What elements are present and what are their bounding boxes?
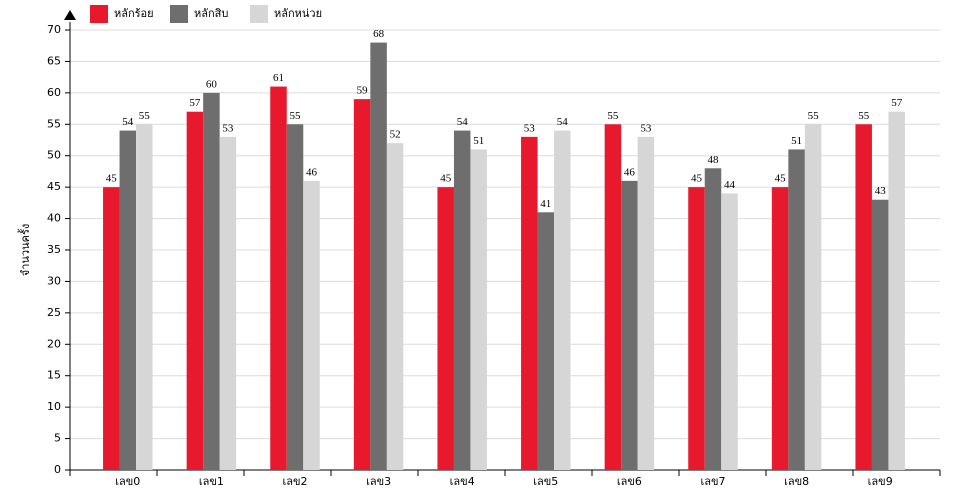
- value-label: 52: [390, 129, 401, 141]
- value-label: 45: [440, 173, 452, 185]
- bar: [621, 180, 638, 470]
- legend-label: หลักร้อย: [114, 7, 154, 20]
- x-tick-label: เลข1: [199, 475, 224, 488]
- value-label: 54: [457, 116, 469, 128]
- bar: [704, 168, 722, 471]
- value-label: 53: [222, 122, 234, 134]
- value-label: 51: [473, 135, 484, 147]
- legend-swatch: [170, 5, 188, 23]
- x-tick-label: เลข5: [533, 475, 558, 488]
- bar: [688, 187, 705, 470]
- bar: [554, 130, 571, 471]
- value-label: 45: [106, 173, 118, 185]
- value-label: 46: [624, 166, 636, 178]
- value-label: 45: [775, 173, 787, 185]
- y-tick-label: 65: [47, 54, 61, 67]
- value-label: 51: [791, 135, 802, 147]
- x-tick-label: เลข9: [868, 475, 893, 488]
- y-tick-label: 45: [47, 180, 61, 193]
- x-tick-label: เลข4: [450, 475, 475, 488]
- bar: [303, 180, 320, 470]
- bar: [270, 86, 287, 471]
- y-tick-label: 15: [47, 369, 61, 382]
- bar: [888, 111, 905, 470]
- value-label: 48: [708, 154, 720, 166]
- bar: [453, 130, 471, 471]
- bar: [871, 199, 889, 470]
- y-tick-label: 70: [47, 23, 61, 36]
- value-label: 53: [524, 122, 536, 134]
- y-tick-label: 0: [54, 463, 61, 476]
- bar: [437, 187, 454, 470]
- bar: [771, 187, 789, 470]
- bar: [136, 124, 153, 471]
- y-tick-label: 40: [47, 212, 61, 225]
- bar: [119, 130, 137, 471]
- y-tick-label: 55: [47, 117, 61, 130]
- bar: [186, 111, 204, 470]
- value-label: 55: [290, 110, 302, 122]
- x-tick-label: เลข3: [366, 475, 391, 488]
- bar: [286, 124, 304, 471]
- bar: [103, 187, 120, 470]
- bar: [721, 193, 738, 470]
- value-label: 46: [306, 166, 318, 178]
- value-label: 44: [724, 179, 736, 191]
- value-label: 61: [273, 72, 284, 84]
- bar: [788, 149, 805, 470]
- legend-label: หลักสิบ: [194, 7, 228, 20]
- bar: [203, 92, 220, 470]
- value-label: 60: [206, 78, 218, 90]
- x-tick-label: เลข6: [617, 475, 642, 488]
- y-tick-label: 50: [47, 149, 61, 162]
- y-tick-label: 20: [47, 337, 61, 350]
- value-label: 54: [122, 116, 134, 128]
- y-tick-label: 10: [47, 400, 61, 413]
- y-tick-label: 30: [47, 274, 61, 287]
- bar: [219, 136, 237, 470]
- value-label: 55: [607, 110, 619, 122]
- value-label: 41: [540, 198, 551, 210]
- value-label: 68: [373, 28, 385, 40]
- legend-label: หลักหน่วย: [274, 7, 322, 20]
- value-label: 53: [640, 122, 652, 134]
- bar: [637, 136, 655, 470]
- value-label: 43: [875, 185, 887, 197]
- bar: [521, 136, 538, 470]
- x-tick-label: เลข2: [282, 475, 307, 488]
- value-label: 45: [691, 173, 703, 185]
- y-tick-label: 5: [54, 432, 61, 445]
- value-label: 54: [557, 116, 569, 128]
- legend-swatch: [250, 5, 268, 23]
- y-tick-label: 25: [47, 306, 61, 319]
- bar: [604, 124, 622, 471]
- y-axis-arrow: [64, 10, 76, 20]
- x-tick-label: เลข8: [784, 475, 809, 488]
- y-tick-label: 35: [47, 243, 61, 256]
- x-tick-label: เลข0: [115, 475, 140, 488]
- bar: [370, 42, 387, 470]
- bar: [855, 124, 872, 471]
- value-label: 59: [357, 85, 369, 97]
- value-label: 57: [891, 97, 903, 109]
- bar: [386, 143, 404, 470]
- value-label: 55: [858, 110, 870, 122]
- value-label: 55: [139, 110, 151, 122]
- bar: [537, 212, 555, 471]
- x-tick-label: เลข7: [700, 475, 725, 488]
- y-axis-label: จำนวนครั้ง: [17, 224, 32, 276]
- legend-swatch: [90, 5, 108, 23]
- bar: [353, 99, 371, 471]
- value-label: 57: [189, 97, 201, 109]
- bar: [804, 124, 822, 471]
- value-label: 55: [808, 110, 820, 122]
- y-tick-label: 60: [47, 86, 61, 99]
- bar: [470, 149, 487, 470]
